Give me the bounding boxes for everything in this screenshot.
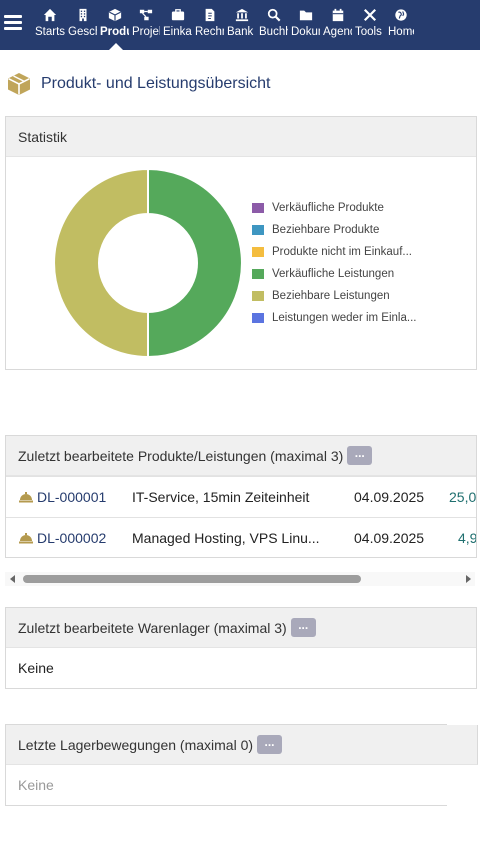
legend-item-services-neither[interactable]: Leistungen weder im Einla... bbox=[252, 312, 416, 324]
legend-item-purchasable-products[interactable]: Beziehbare Produkte bbox=[252, 224, 379, 236]
bank-icon bbox=[227, 8, 257, 25]
nav-item-projects[interactable]: Projekte bbox=[132, 8, 160, 44]
more-button[interactable]: ... bbox=[257, 735, 283, 754]
service-icon bbox=[18, 531, 34, 548]
page-title: Produkt- und Leistungsübersicht bbox=[6, 70, 270, 98]
active-nav-indicator bbox=[109, 43, 123, 50]
nav-item-documents[interactable]: Dokumente bbox=[291, 8, 320, 44]
home-icon bbox=[35, 8, 65, 25]
legend-swatch bbox=[252, 269, 264, 279]
folder-icon bbox=[291, 8, 320, 25]
panel-bottom-border bbox=[5, 805, 447, 806]
legend-item-sellable-services[interactable]: Verkäufliche Leistungen bbox=[252, 268, 394, 280]
nav-item-bank[interactable]: Bank bbox=[227, 8, 257, 44]
product-ref-link[interactable]: DL-000001 bbox=[37, 489, 107, 505]
menu-toggle-icon[interactable] bbox=[4, 12, 22, 34]
nav-item-tools[interactable]: Tools bbox=[355, 8, 384, 44]
table-row[interactable]: DL-000002 Managed Hosting, VPS Linu... 0… bbox=[6, 517, 477, 557]
tools-icon bbox=[355, 8, 384, 25]
briefcase-icon bbox=[163, 8, 192, 25]
more-button[interactable]: ... bbox=[347, 446, 373, 465]
project-icon bbox=[132, 8, 160, 25]
nav-item-agenda[interactable]: Agenda bbox=[323, 8, 352, 44]
box-icon bbox=[8, 73, 30, 95]
more-button[interactable]: ... bbox=[290, 618, 316, 637]
product-label: Managed Hosting, VPS Linu... bbox=[132, 530, 320, 546]
horizontal-scrollbar[interactable] bbox=[5, 572, 475, 586]
box-icon bbox=[100, 8, 129, 25]
stock-movements-header: Letzte Lagerbewegungen (maximal 0) ... bbox=[6, 725, 478, 765]
legend-item-purchasable-services[interactable]: Beziehbare Leistungen bbox=[252, 290, 390, 302]
invoice-icon bbox=[195, 8, 224, 25]
product-ref-link[interactable]: DL-000002 bbox=[37, 530, 107, 546]
search-icon bbox=[259, 8, 288, 25]
empty-state-text: Keine bbox=[18, 660, 54, 676]
table-row[interactable]: DL-000001 IT-Service, 15min Zeiteinheit … bbox=[6, 476, 477, 517]
product-label: IT-Service, 15min Zeiteinheit bbox=[132, 489, 310, 505]
product-price: 25,0 bbox=[449, 489, 477, 505]
donut-slice-4[interactable] bbox=[53, 167, 149, 359]
legend-item-sellable-products[interactable]: Verkäufliche Produkte bbox=[252, 202, 384, 214]
nav-item-home-site[interactable]: Home bbox=[388, 8, 414, 44]
nav-item-invoices[interactable]: Rechnungen bbox=[195, 8, 224, 44]
legend-swatch bbox=[252, 203, 264, 213]
service-icon bbox=[18, 490, 34, 507]
warehouses-header: Zuletzt bearbeitete Warenlager (maximal … bbox=[6, 608, 476, 648]
globe-icon bbox=[388, 8, 414, 25]
statistics-header: Statistik bbox=[6, 117, 476, 157]
scrollbar-thumb[interactable] bbox=[23, 575, 361, 583]
donut-chart bbox=[53, 167, 243, 359]
nav-item-accounting[interactable]: Buchhaltung bbox=[259, 8, 288, 44]
product-price: 4,9 bbox=[458, 530, 477, 546]
legend-swatch bbox=[252, 225, 264, 235]
building-icon bbox=[68, 8, 97, 25]
nav-item-home[interactable]: Startseite bbox=[35, 8, 65, 44]
empty-state-text: Keine bbox=[18, 777, 54, 793]
legend-swatch bbox=[252, 247, 264, 257]
product-date: 04.09.2025 bbox=[354, 530, 425, 546]
recent-products-header: Zuletzt bearbeitete Produkte/Leistungen … bbox=[6, 436, 476, 476]
product-date: 04.09.2025 bbox=[354, 489, 425, 505]
top-navigation-bar: Startseite Geschäftspartner Produkte Pro… bbox=[0, 0, 480, 50]
donut-slice-3[interactable] bbox=[147, 167, 243, 359]
scroll-left-arrow-icon[interactable] bbox=[10, 575, 15, 583]
legend-swatch bbox=[252, 291, 264, 301]
warehouses-panel: Zuletzt bearbeitete Warenlager (maximal … bbox=[5, 607, 477, 689]
nav-item-products[interactable]: Produkte bbox=[100, 8, 129, 44]
nav-item-purchase[interactable]: Einkauf bbox=[163, 8, 192, 44]
legend-item-products-not-purchased[interactable]: Produkte nicht im Einkauf... bbox=[252, 246, 412, 258]
statistics-panel: Statistik Verkäufliche Produkte Beziehba… bbox=[5, 116, 477, 370]
calendar-icon bbox=[323, 8, 352, 25]
legend-swatch bbox=[252, 313, 264, 323]
nav-item-partners[interactable]: Geschäftspartner bbox=[68, 8, 97, 44]
recent-products-panel: Zuletzt bearbeitete Produkte/Leistungen … bbox=[5, 435, 477, 558]
stock-movements-panel: Letzte Lagerbewegungen (maximal 0) ... K… bbox=[5, 724, 478, 806]
scroll-right-arrow-icon[interactable] bbox=[466, 575, 471, 583]
